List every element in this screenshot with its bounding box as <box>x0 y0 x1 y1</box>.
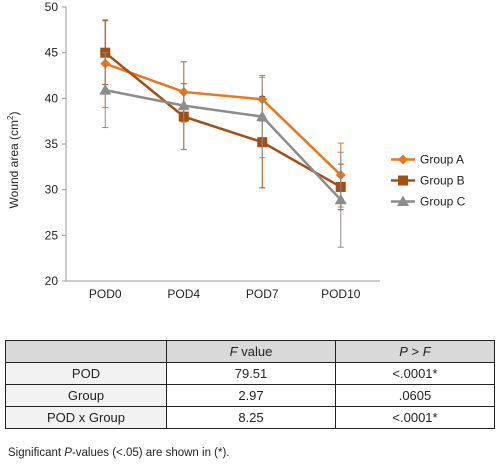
data-point <box>99 84 112 95</box>
x-tick-label: POD7 <box>246 287 279 301</box>
y-tick-label: 45 <box>45 46 59 60</box>
series-line <box>104 62 342 176</box>
table-cell-f: 8.25 <box>166 406 336 429</box>
table-cell-f: 79.51 <box>166 362 336 385</box>
y-tick-label: 30 <box>45 183 59 197</box>
data-point <box>256 110 269 122</box>
table-row: POD 79.51 <.0001* <box>5 362 495 385</box>
table-row-label: Group <box>5 384 167 407</box>
series-group-b <box>100 20 346 211</box>
data-point <box>334 193 347 205</box>
series-line <box>105 88 342 201</box>
x-tick-label: POD0 <box>89 287 122 301</box>
legend-item: Group C <box>391 195 466 209</box>
table-header-f-value: F value <box>166 340 336 363</box>
data-point <box>177 99 190 111</box>
legend-marker <box>398 154 408 165</box>
y-tick-label: 50 <box>45 0 59 14</box>
x-tick-label: POD4 <box>167 287 200 301</box>
table-cell-f: 2.97 <box>166 384 336 407</box>
legend: Group A Group B Group C <box>391 153 466 209</box>
y-axis-label: Wound area (cm2) <box>6 112 21 209</box>
table-cell-p: .0605 <box>335 384 495 407</box>
y-tick-label: 40 <box>45 91 59 105</box>
table-row-label: POD <box>5 362 167 385</box>
x-axis: POD0 POD4 POD7 POD10 <box>66 280 380 301</box>
table-row-label: POD x Group <box>5 406 167 429</box>
legend-item: Group B <box>391 174 465 188</box>
table-row: POD x Group 8.25 <.0001* <box>5 406 495 429</box>
legend-marker <box>397 195 409 207</box>
legend-marker <box>398 175 408 186</box>
table-cell-p: <.0001* <box>335 362 495 385</box>
legend-label: Group B <box>420 174 465 188</box>
legend-label: Group C <box>420 195 466 209</box>
x-tick-label: POD10 <box>321 287 361 301</box>
statistics-table: F value P > F POD 79.51 <.0001* Group 2.… <box>5 340 495 429</box>
line-chart: 20 25 30 35 40 45 50 POD0 POD4 POD7 POD10 Wound a… <box>6 0 466 301</box>
series-layer <box>99 19 347 248</box>
table-cell-p: <.0001* <box>335 406 495 429</box>
series-group-c <box>99 52 347 248</box>
y-tick-label: 20 <box>45 274 59 288</box>
legend-label: Group A <box>420 153 464 167</box>
y-tick-label: 25 <box>45 228 59 242</box>
legend-item: Group A <box>391 153 464 167</box>
footnote: Significant P-values (<.05) are shown in… <box>8 447 230 459</box>
table-header-blank <box>5 340 167 363</box>
table-header-p-value: P > F <box>335 340 495 363</box>
y-axis: 20 25 30 35 40 45 50 <box>45 0 67 288</box>
table-row: Group 2.97 .0605 <box>5 384 495 407</box>
table-header-row: F value P > F <box>5 340 495 363</box>
y-tick-label: 35 <box>45 137 59 151</box>
series-group-a <box>100 19 346 208</box>
series-line <box>104 51 342 189</box>
